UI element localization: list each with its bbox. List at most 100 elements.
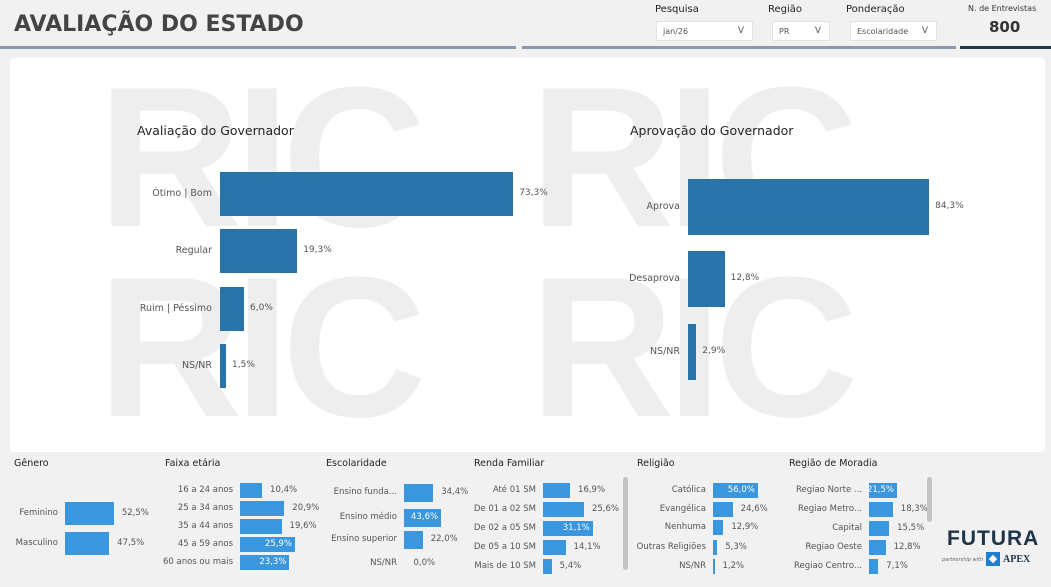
category-label: Católica bbox=[671, 484, 706, 495]
pesquisa-dropdown[interactable]: jan/26 V bbox=[656, 21, 753, 41]
chart-bar[interactable] bbox=[869, 483, 897, 498]
value-label: 12,9% bbox=[731, 521, 759, 532]
value-label: 31,1% bbox=[562, 522, 590, 533]
regiao-value: PR bbox=[779, 27, 790, 36]
category-label: 25 a 34 anos bbox=[177, 502, 233, 513]
filter-label-ponderacao: Ponderação bbox=[846, 4, 905, 15]
chart-bar[interactable] bbox=[404, 509, 442, 527]
page-title: AVALIAÇÃO DO ESTADO bbox=[14, 12, 304, 37]
chart-bar[interactable] bbox=[543, 521, 593, 536]
section-title: Região de Moradia bbox=[789, 458, 878, 469]
value-label: 12,8% bbox=[730, 273, 760, 283]
chart-bar[interactable] bbox=[713, 540, 718, 555]
category-label: Regiao Centro... bbox=[794, 560, 862, 571]
value-label: 73,3% bbox=[519, 188, 548, 198]
interviews-label: N. de Entrevistas bbox=[968, 4, 1037, 13]
ponderacao-dropdown[interactable]: Escolaridade V bbox=[850, 21, 937, 41]
value-label: 21,5% bbox=[866, 484, 894, 495]
chart-title-avaliacao: Avaliação do Governador bbox=[137, 123, 294, 138]
category-label: Mais de 10 SM bbox=[474, 560, 536, 571]
chart-bar[interactable] bbox=[543, 559, 552, 574]
value-label: 19,6% bbox=[289, 520, 317, 531]
chart-bar[interactable] bbox=[240, 483, 263, 498]
value-label: 18,3% bbox=[900, 503, 928, 514]
section-title: Gênero bbox=[14, 458, 49, 469]
value-label: 25,6% bbox=[591, 503, 619, 514]
category-label: Regiao Metro... bbox=[798, 503, 862, 514]
value-label: 20,9% bbox=[292, 502, 320, 513]
chart-bar[interactable] bbox=[688, 324, 697, 380]
chart-bar[interactable] bbox=[240, 555, 290, 570]
chart-bar[interactable] bbox=[869, 559, 879, 574]
watermark: RIC bbox=[98, 236, 426, 452]
category-label: Regiao Oeste bbox=[805, 541, 862, 552]
value-label: 47,5% bbox=[117, 537, 145, 548]
divider bbox=[0, 46, 516, 49]
ponderacao-value: Escolaridade bbox=[857, 27, 909, 36]
category-label: NS/NR bbox=[181, 360, 212, 371]
scrollbar-religiao[interactable] bbox=[623, 477, 628, 570]
interviews-value: 800 bbox=[989, 18, 1021, 36]
value-label: 16,9% bbox=[578, 484, 606, 495]
chart-bar[interactable] bbox=[220, 172, 514, 216]
category-label: De 01 a 02 SM bbox=[473, 503, 536, 514]
section-title: Faixa etária bbox=[165, 458, 221, 469]
chart-bar[interactable] bbox=[404, 531, 423, 549]
chart-bar[interactable] bbox=[220, 287, 244, 331]
value-label: 52,5% bbox=[121, 507, 149, 518]
category-label: Regular bbox=[175, 245, 212, 256]
chart-bar[interactable] bbox=[65, 502, 114, 525]
value-label: 84,3% bbox=[935, 201, 964, 211]
chart-bar[interactable] bbox=[688, 179, 930, 235]
chart-bar[interactable] bbox=[543, 540, 566, 555]
chart-bar[interactable] bbox=[404, 484, 434, 502]
apex-icon bbox=[986, 552, 1000, 566]
value-label: 15,5% bbox=[897, 522, 925, 533]
pesquisa-value: jan/26 bbox=[663, 27, 689, 36]
chevron-down-icon: V bbox=[737, 26, 744, 36]
value-label: 10,4% bbox=[270, 484, 298, 495]
category-label: Masculino bbox=[15, 537, 58, 548]
category-label: Ótimo | Bom bbox=[152, 188, 212, 199]
category-label: Outras Religiões bbox=[636, 541, 706, 552]
chart-bar[interactable] bbox=[240, 537, 295, 552]
value-label: 23,3% bbox=[259, 556, 287, 567]
chart-bar[interactable] bbox=[713, 483, 758, 498]
watermark: RIC bbox=[98, 58, 426, 269]
category-label: Aprova bbox=[646, 201, 680, 212]
value-label: 7,1% bbox=[886, 560, 908, 571]
category-label: NS/NR bbox=[370, 558, 397, 568]
filter-label-regiao: Região bbox=[768, 4, 803, 15]
divider bbox=[522, 46, 956, 49]
scrollbar-regiao[interactable] bbox=[927, 477, 932, 522]
category-label: Ruim | Péssimo bbox=[139, 303, 212, 314]
category-label: 35 a 44 anos bbox=[177, 520, 233, 531]
value-label: 25,9% bbox=[264, 538, 292, 549]
chart-bar[interactable] bbox=[543, 502, 584, 517]
category-label: 60 anos ou mais bbox=[162, 556, 233, 567]
value-label: 24,6% bbox=[740, 503, 768, 514]
chart-bar[interactable] bbox=[869, 521, 890, 536]
category-label: De 05 a 10 SM bbox=[473, 541, 536, 552]
chevron-down-icon: V bbox=[921, 26, 928, 36]
chart-bar[interactable] bbox=[869, 540, 886, 555]
chart-bar[interactable] bbox=[240, 501, 285, 516]
category-label: Nenhuma bbox=[664, 521, 706, 532]
value-label: 2,9% bbox=[702, 346, 726, 356]
chart-bar[interactable] bbox=[688, 251, 725, 307]
value-label: 0,0% bbox=[413, 558, 436, 568]
chart-bar[interactable] bbox=[220, 344, 226, 388]
chart-bar[interactable] bbox=[65, 532, 110, 555]
chart-bar[interactable] bbox=[240, 519, 282, 534]
chart-bar[interactable] bbox=[869, 502, 893, 517]
value-label: 6,0% bbox=[250, 303, 273, 313]
chart-bar[interactable] bbox=[713, 520, 724, 535]
category-label: Capital bbox=[832, 522, 862, 533]
chart-bar[interactable] bbox=[713, 559, 715, 574]
category-label: Evangélica bbox=[659, 503, 706, 514]
regiao-dropdown[interactable]: PR V bbox=[772, 21, 830, 41]
section-title: Escolaridade bbox=[326, 458, 387, 469]
chart-bar[interactable] bbox=[220, 229, 298, 273]
chart-bar[interactable] bbox=[543, 483, 571, 498]
chart-bar[interactable] bbox=[713, 502, 733, 517]
